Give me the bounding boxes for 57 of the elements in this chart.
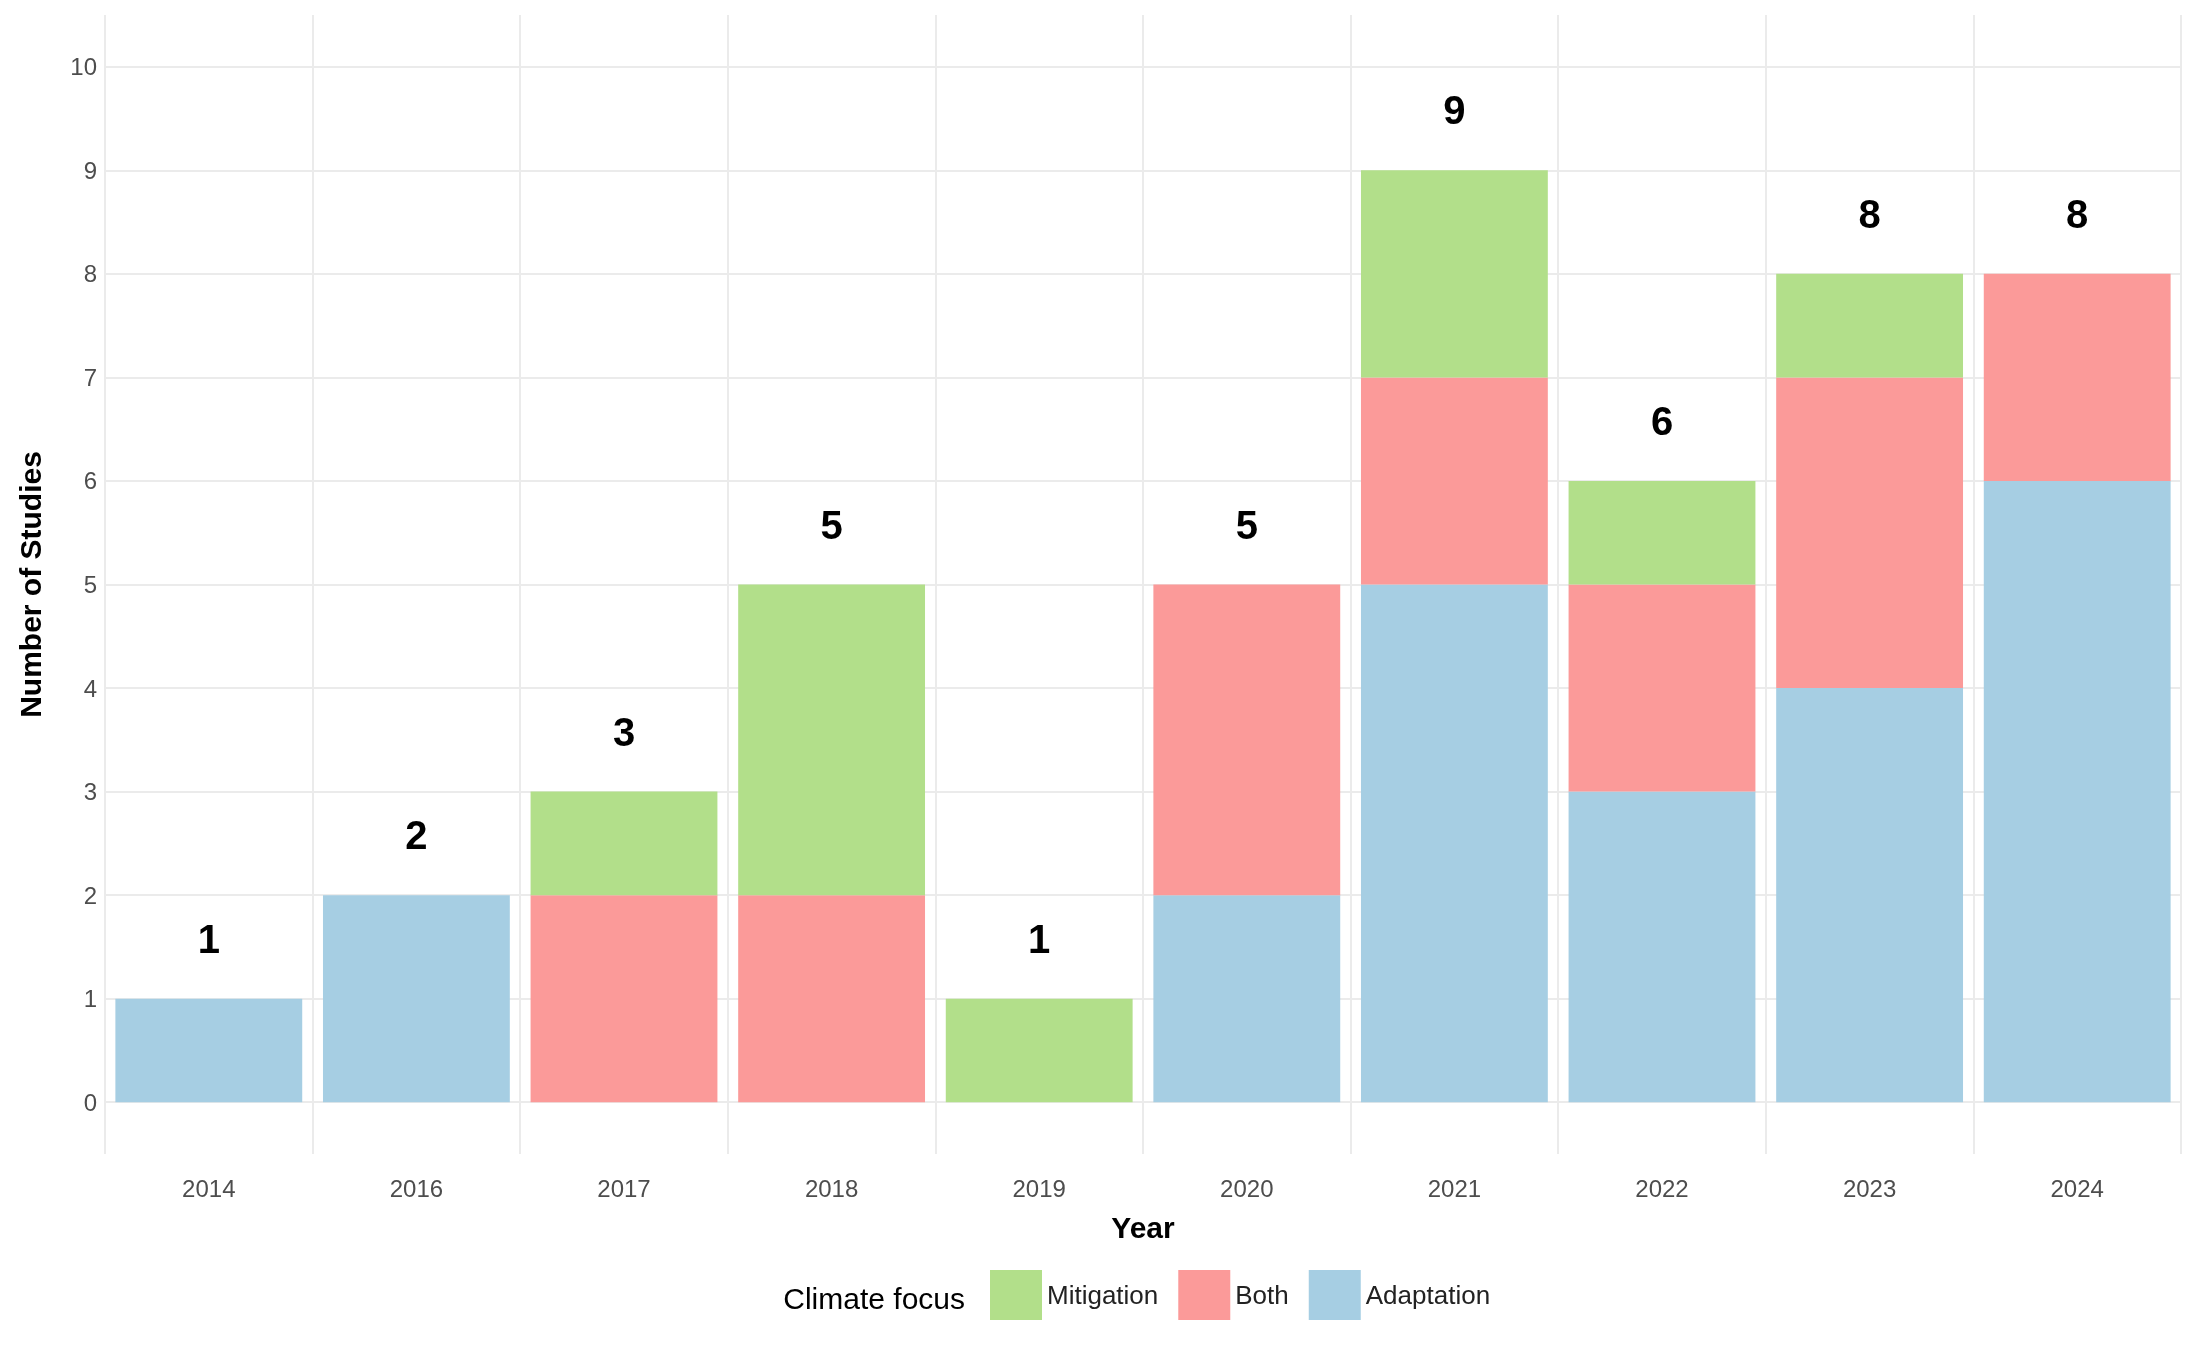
y-tick-label: 0 <box>83 1088 97 1116</box>
bar <box>1776 273 1964 378</box>
bar <box>1776 377 1964 689</box>
legend-label: Adaptation <box>1365 1280 1491 1310</box>
bar <box>738 895 926 1103</box>
x-tick-label: 2014 <box>182 1174 236 1202</box>
bar <box>1360 584 1548 1103</box>
y-tick-label: 8 <box>83 260 97 288</box>
total-label: 5 <box>820 502 843 547</box>
bar <box>1568 480 1756 585</box>
y-tick-label: 5 <box>83 571 97 598</box>
y-tick-label: 4 <box>83 674 97 702</box>
bar <box>1983 273 2171 481</box>
total-label: 3 <box>612 709 636 754</box>
bar <box>1153 584 1341 896</box>
x-tick-label: 2018 <box>804 1174 859 1202</box>
bar <box>530 791 718 896</box>
x-tick-label: 2019 <box>1012 1174 1066 1202</box>
bar <box>1776 688 1964 1103</box>
total-label: 5 <box>1235 502 1258 547</box>
y-tick-label: 2 <box>83 881 97 909</box>
total-label: 1 <box>197 916 220 961</box>
total-label: 8 <box>2066 191 2089 236</box>
bar <box>322 895 510 1103</box>
x-tick-label: 2017 <box>597 1174 651 1202</box>
bar <box>1360 170 1548 378</box>
bar <box>1360 377 1548 585</box>
legend-label: Mitigation <box>1047 1280 1159 1310</box>
bar <box>945 998 1133 1103</box>
bar <box>1153 895 1341 1103</box>
x-tick-label: 2016 <box>389 1174 444 1202</box>
y-axis-title: Number of Studies <box>13 451 47 718</box>
x-tick-label: 2024 <box>2050 1174 2104 1202</box>
bar <box>530 895 718 1103</box>
total-label: 1 <box>1028 916 1051 961</box>
x-axis-title: Year <box>1111 1210 1176 1244</box>
x-tick-label: 2023 <box>1842 1174 1897 1202</box>
total-label: 6 <box>1650 398 1674 443</box>
bar <box>1568 584 1756 792</box>
legend-title: Climate focus <box>783 1281 966 1315</box>
total-label: 2 <box>405 813 428 858</box>
y-tick-label: 6 <box>83 467 97 495</box>
bar <box>1568 791 1756 1103</box>
y-tick-label: 9 <box>83 156 97 184</box>
x-tick-label: 2020 <box>1220 1174 1274 1202</box>
bar <box>738 584 926 896</box>
y-tick-label: 7 <box>83 363 97 391</box>
bar <box>115 998 303 1103</box>
y-tick-label: 10 <box>70 53 97 81</box>
bar <box>1983 480 2171 1103</box>
total-label: 9 <box>1443 88 1466 133</box>
total-label: 8 <box>1858 191 1881 236</box>
y-tick-label: 1 <box>83 985 97 1013</box>
x-tick-label: 2022 <box>1635 1174 1689 1202</box>
y-tick-label: 3 <box>83 778 97 806</box>
x-tick-label: 2021 <box>1427 1174 1482 1202</box>
legend-label: Both <box>1235 1280 1289 1310</box>
